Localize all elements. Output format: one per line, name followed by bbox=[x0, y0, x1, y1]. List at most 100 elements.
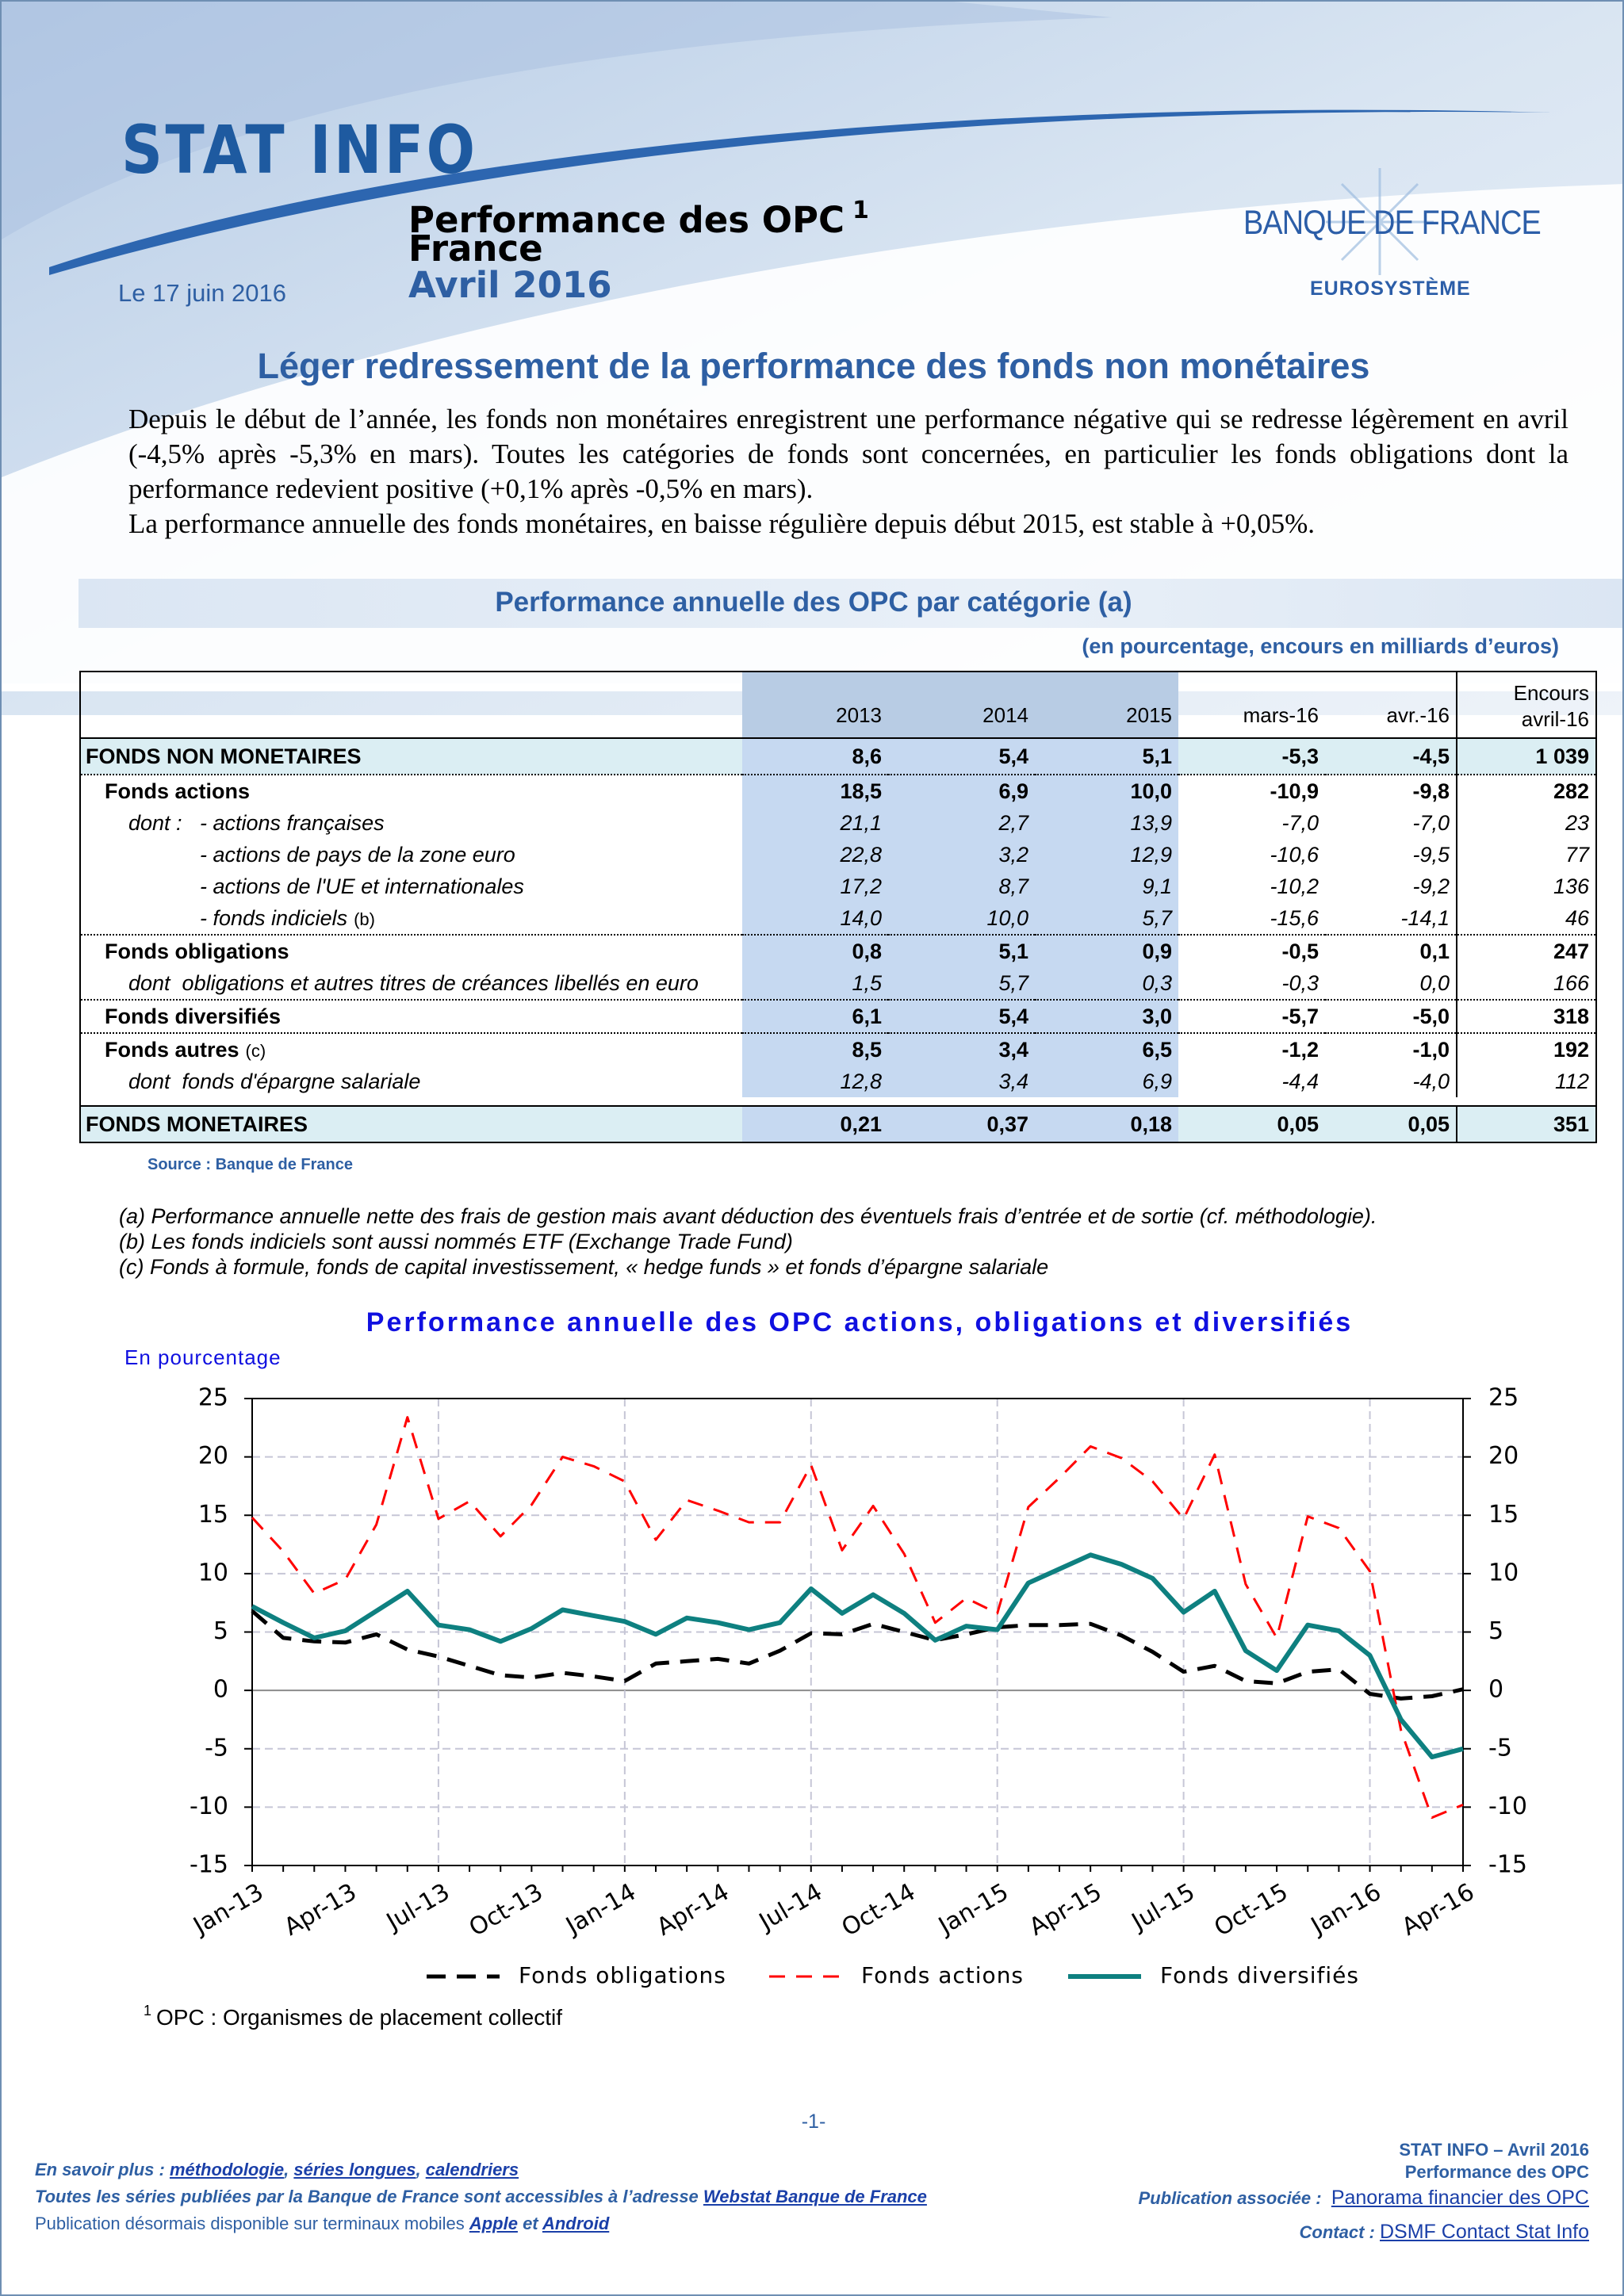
table-cell: 12,8 bbox=[742, 1066, 888, 1097]
table-cell: 10,0 bbox=[888, 902, 1035, 935]
row-note: (b) bbox=[354, 909, 375, 929]
table-cell: 8,6 bbox=[742, 738, 888, 775]
row-label-text: FONDS MONETAIRES bbox=[86, 1112, 308, 1136]
table-cell: 2,7 bbox=[888, 807, 1035, 839]
footnote-text: OPC : Organismes de placement collectif bbox=[156, 2005, 562, 2030]
table-cell: 6,1 bbox=[742, 1000, 888, 1033]
plot-frame bbox=[251, 1398, 1464, 1866]
title-text: Performance des OPC bbox=[408, 199, 845, 241]
table-cell: 3,4 bbox=[888, 1066, 1035, 1097]
bg-swoosh bbox=[2, 184, 1622, 691]
table-cell: -7,0 bbox=[1325, 807, 1457, 839]
table-cell: 0,18 bbox=[1035, 1106, 1178, 1142]
y2-tick-label: 20 bbox=[1488, 1442, 1519, 1470]
row-prefix: dont : bbox=[128, 810, 182, 835]
legend-label: Fonds actions bbox=[861, 1962, 1024, 1988]
intro-paragraph: La performance annuelle des fonds monéta… bbox=[128, 508, 1316, 539]
table-cell: 9,1 bbox=[1035, 871, 1178, 902]
table-cell: 5,4 bbox=[888, 1000, 1035, 1033]
series-line bbox=[251, 1552, 1464, 1760]
footer-link[interactable]: Apple bbox=[469, 2214, 518, 2233]
row-label-text: - fonds indiciels bbox=[200, 905, 348, 930]
table-cell: 0,3 bbox=[1035, 967, 1178, 1000]
row-label-text: dont fonds d'épargne salariale bbox=[128, 1069, 421, 1093]
series-line bbox=[251, 1416, 1464, 1820]
x-tick-label: Jan-16 bbox=[1305, 1878, 1386, 1941]
x-tick-label: Oct-15 bbox=[1209, 1878, 1293, 1942]
footer-link[interactable]: méthodologie bbox=[169, 2160, 285, 2179]
row-label-text: FONDS NON MONETAIRES bbox=[86, 744, 362, 768]
footer-link[interactable]: Android bbox=[542, 2214, 610, 2233]
row-label: FONDS MONETAIRES bbox=[80, 1106, 742, 1142]
footer-link[interactable]: séries longues bbox=[293, 2160, 416, 2179]
table-row: FONDS NON MONETAIRES 8,6 5,4 5,1 -5,3 -4,5 1 0… bbox=[80, 738, 1596, 775]
series-line bbox=[251, 1609, 1464, 1701]
table-cell: 5,7 bbox=[888, 967, 1035, 1000]
footer-line: Publication désormais disponible sur ter… bbox=[35, 2210, 927, 2237]
y2-tick-label: -10 bbox=[1488, 1793, 1527, 1820]
y-tick-label: -10 bbox=[190, 1793, 228, 1820]
row-label: - fonds indiciels (b) bbox=[80, 902, 742, 935]
intro: Depuis le début de l’année, les fonds no… bbox=[128, 402, 1568, 541]
row-label-text: Fonds diversifiés bbox=[105, 1004, 282, 1028]
row-label: Fonds obligations bbox=[80, 935, 742, 967]
row-label: Fonds actions bbox=[80, 775, 742, 807]
table-cell: 282 bbox=[1553, 779, 1589, 803]
y2-tick-label: 5 bbox=[1488, 1617, 1503, 1645]
logo-star bbox=[1326, 168, 1434, 275]
y2-tick-label: -5 bbox=[1488, 1734, 1512, 1762]
table: 2013 2014 2015 mars-16 avr.-16 Encours avril-1… bbox=[79, 671, 1597, 1143]
table-row: Fonds diversifiés 6,1 5,4 3,0 -5,7 -5,0 318 bbox=[80, 1000, 1596, 1033]
header-line: Encours bbox=[1513, 681, 1589, 705]
table-cell: 0,9 bbox=[1035, 935, 1178, 967]
footer-link[interactable]: Panorama financier des OPC bbox=[1331, 2187, 1589, 2209]
table-cell: 0,21 bbox=[742, 1106, 888, 1142]
table-cell: 136 bbox=[1553, 874, 1589, 898]
footer-link[interactable]: Webstat Banque de France bbox=[703, 2187, 927, 2206]
legend-label: Fonds diversifiés bbox=[1160, 1962, 1359, 1988]
footer-right: STAT INFO – Avril 2016 Performance des OP… bbox=[1139, 2139, 1589, 2244]
table-row: - fonds indiciels (b) 14,0 10,0 5,7 -15,6 -14,… bbox=[80, 902, 1596, 935]
table-row: FONDS MONETAIRES 0,21 0,37 0,18 0,05 0,05 351 bbox=[80, 1106, 1596, 1142]
y-tick-label: 5 bbox=[213, 1617, 228, 1645]
y2-tick-label: 10 bbox=[1488, 1559, 1519, 1586]
table-cell: 1 039 bbox=[1457, 738, 1596, 775]
legend-label: Fonds obligations bbox=[519, 1962, 726, 1988]
x-tick-label: Jul-15 bbox=[1126, 1878, 1200, 1937]
table-cell: -0,3 bbox=[1281, 970, 1319, 995]
row-label: dont fonds d'épargne salariale bbox=[80, 1066, 742, 1097]
note: (a) Performance annuelle nette des frais… bbox=[119, 1204, 1377, 1228]
table-cell: 0,1 bbox=[1325, 935, 1457, 967]
row-label-text: Fonds autres bbox=[105, 1037, 239, 1062]
y-tick-label: 10 bbox=[198, 1559, 228, 1586]
footer-link[interactable]: calendriers bbox=[425, 2160, 519, 2179]
footer-line: Performance des OPC bbox=[1139, 2161, 1589, 2183]
row-label: FONDS NON MONETAIRES bbox=[80, 738, 742, 775]
x-tick-label: Jan-13 bbox=[188, 1878, 269, 1941]
title-line-2: France bbox=[408, 228, 543, 270]
table-cell: 10,0 bbox=[1035, 775, 1178, 807]
footer-text: , bbox=[416, 2160, 426, 2179]
header-cell: 2014 bbox=[888, 672, 1035, 738]
table-cell: 0,8 bbox=[742, 935, 888, 967]
x-tick-label: Jul-14 bbox=[753, 1878, 827, 1937]
title-line-1: Performance des OPC 1 bbox=[408, 192, 869, 239]
footer-text: , bbox=[284, 2160, 294, 2179]
table-cell: 351 bbox=[1457, 1106, 1596, 1142]
table-cell: -9,5 bbox=[1325, 839, 1457, 871]
table-cell: 0,05 bbox=[1325, 1106, 1457, 1142]
footer-text: Publication désormais disponible sur ter… bbox=[35, 2214, 469, 2233]
footer-text: Contact : bbox=[1299, 2222, 1380, 2242]
footer-link[interactable]: DSMF Contact Stat Info bbox=[1380, 2221, 1589, 2243]
table-cell: -5,0 bbox=[1325, 1000, 1457, 1033]
row-label-text: - actions de pays de la zone euro bbox=[200, 842, 515, 867]
chart: Performance annuelle des OPC actions, ob… bbox=[124, 1307, 1527, 1988]
footer-line: Publication associée : Panorama financie… bbox=[1139, 2187, 1589, 2210]
table-cell: 247 bbox=[1553, 939, 1589, 963]
table-cell: 6,9 bbox=[1035, 1066, 1178, 1097]
y2-tick-label: -15 bbox=[1488, 1851, 1527, 1879]
table-cell: -7,0 bbox=[1281, 810, 1319, 835]
x-tick-label: Apr-15 bbox=[1025, 1878, 1106, 1942]
table-cell: 318 bbox=[1553, 1004, 1589, 1028]
